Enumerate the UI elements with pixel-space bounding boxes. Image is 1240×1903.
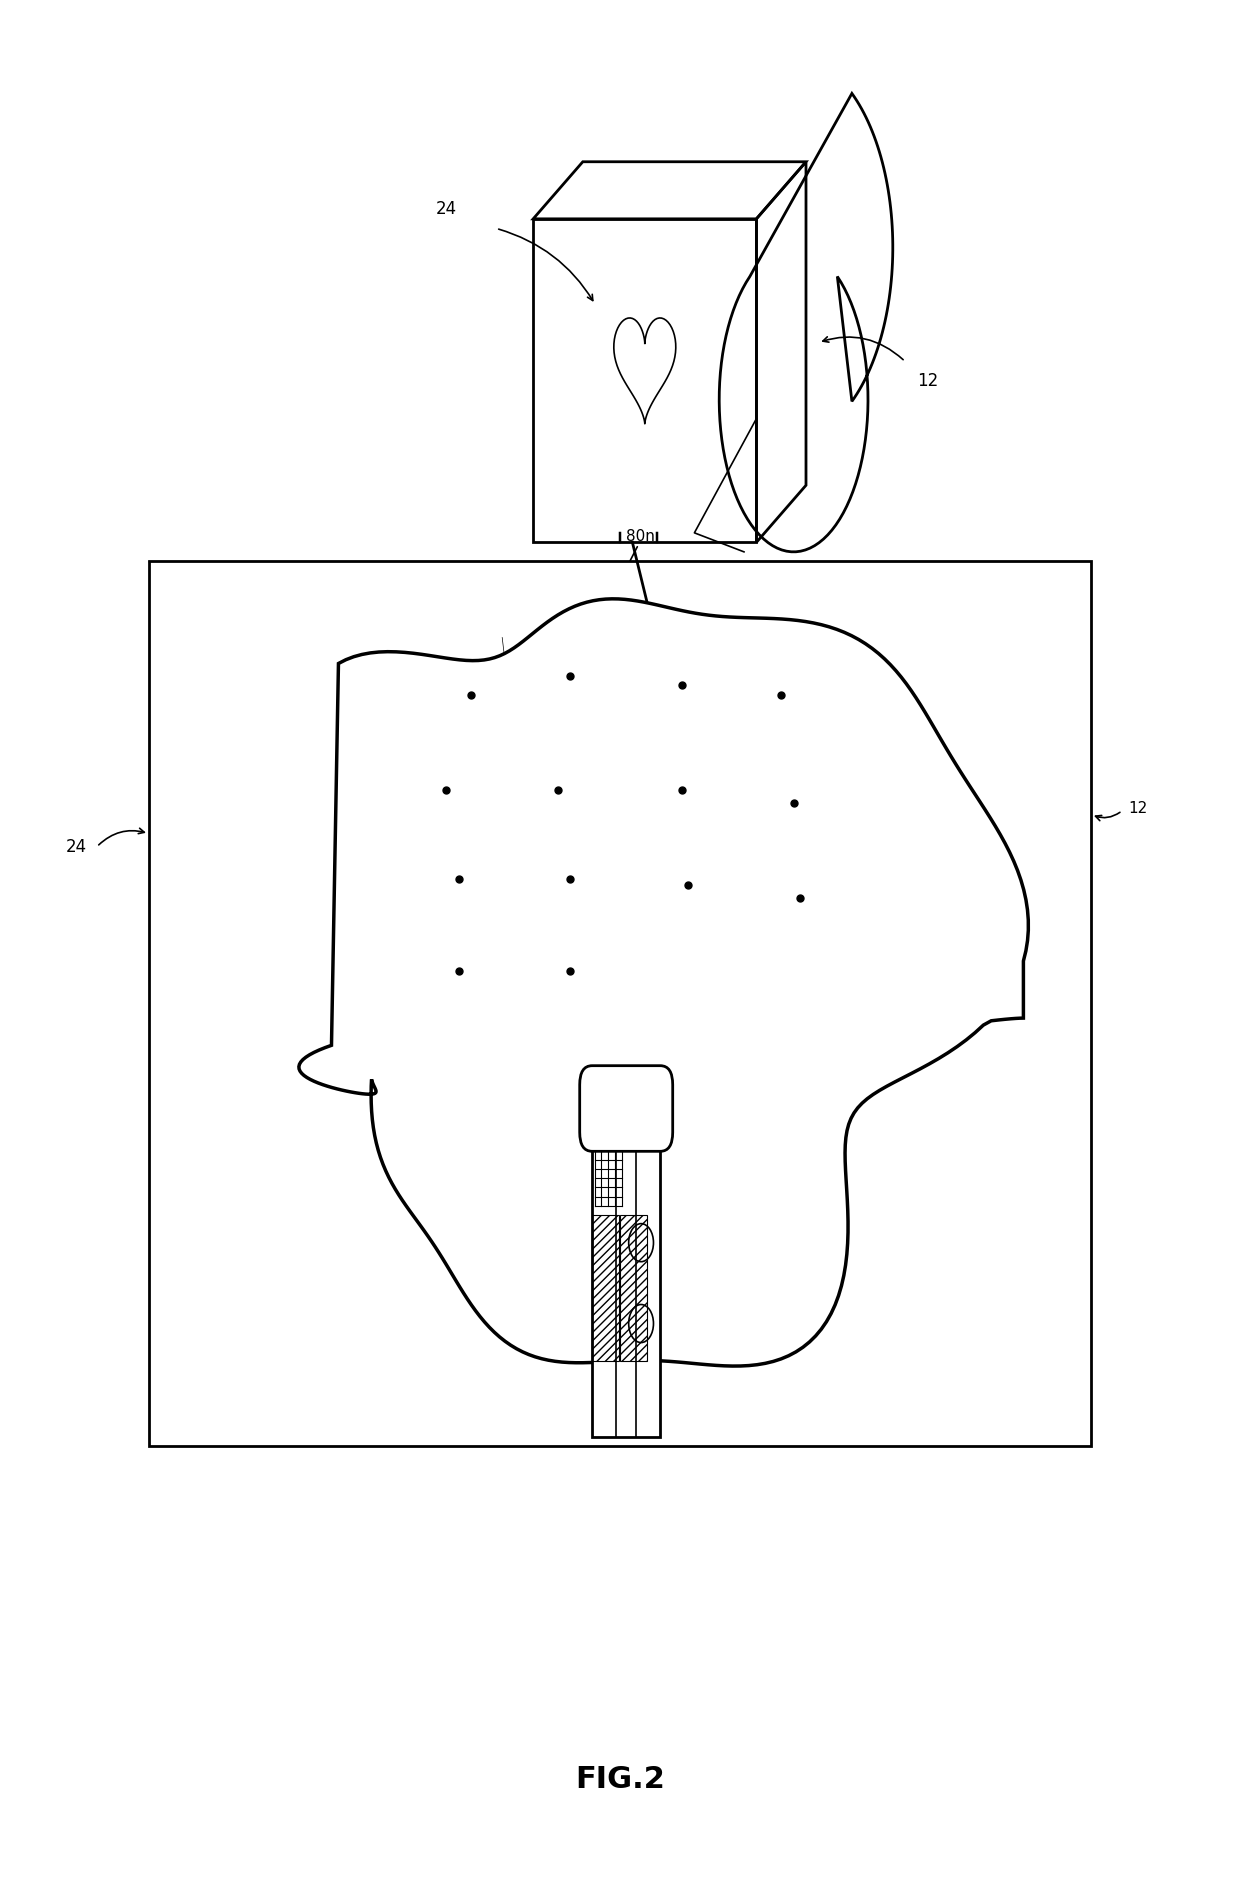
Text: 62: 62 [476,1001,496,1016]
Text: FIG.2: FIG.2 [575,1764,665,1795]
Text: 24: 24 [435,200,458,219]
Text: 24: 24 [66,837,87,856]
Text: 62: 62 [744,1016,764,1031]
Text: 12: 12 [1128,801,1148,816]
FancyBboxPatch shape [579,1066,672,1151]
Text: 80a: 80a [560,839,589,854]
Text: 80c: 80c [264,630,291,645]
Bar [149,561,1091,1446]
Text: 38: 38 [489,915,508,931]
Bar [593,1216,620,1361]
Text: 60: 60 [744,953,764,969]
Text: 80b: 80b [843,877,872,893]
Polygon shape [484,628,756,799]
Bar [620,1216,647,1361]
Polygon shape [299,599,1028,1366]
Text: 20: 20 [482,1039,502,1054]
Text: 80n: 80n [626,529,655,544]
Bar [593,1113,660,1437]
Text: 12: 12 [918,371,939,390]
